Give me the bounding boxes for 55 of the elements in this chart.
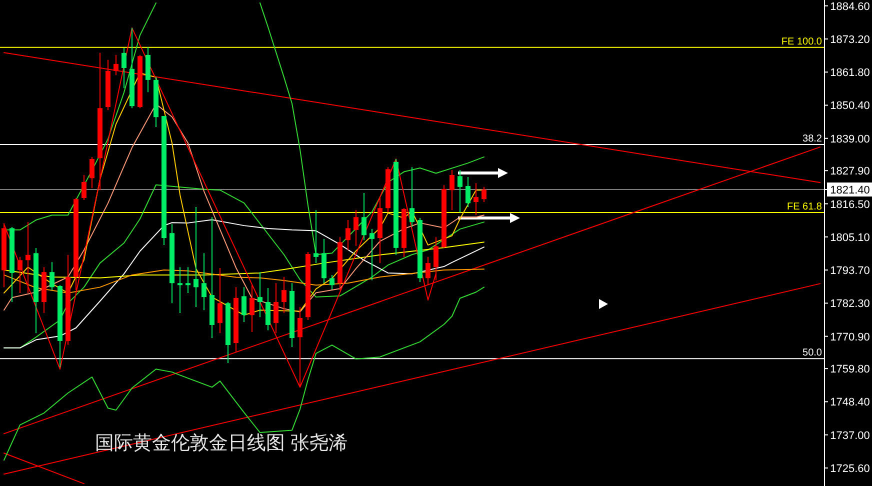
y-tick-label: 1861.80 xyxy=(830,67,870,80)
candlestick xyxy=(466,176,470,208)
ref-line-label: FE 61.8 xyxy=(786,201,822,212)
candlestick xyxy=(202,252,206,311)
y-tick-label: 1816.50 xyxy=(830,198,870,211)
candlestick xyxy=(242,286,246,323)
y-tick-label: 1759.80 xyxy=(830,364,870,376)
line-series xyxy=(4,219,484,348)
candlestick xyxy=(474,182,478,216)
y-tick-label: 1839.00 xyxy=(830,133,870,146)
candlestick xyxy=(186,266,190,294)
candlestick xyxy=(482,186,486,203)
y-tick-label: 1827.90 xyxy=(830,166,870,178)
candlestick xyxy=(274,282,278,334)
candlestick xyxy=(250,284,254,332)
y-tick-label: 1793.70 xyxy=(830,265,870,278)
line-series xyxy=(4,2,156,230)
ref-line-label: FE 100.0 xyxy=(781,36,822,48)
line-series xyxy=(260,2,484,256)
candlestick xyxy=(362,192,366,241)
y-tick-label: 1748.40 xyxy=(830,396,870,409)
candlestick xyxy=(82,174,86,200)
candlestick xyxy=(218,268,222,334)
candlestick xyxy=(50,262,54,291)
candlestick xyxy=(426,256,430,286)
candlestick xyxy=(330,274,334,290)
candlestick xyxy=(314,210,318,264)
candlestick xyxy=(26,222,30,294)
y-tick-label: 1850.40 xyxy=(830,100,870,112)
annotation: 50.0 xyxy=(802,348,822,359)
candlestick xyxy=(370,228,374,281)
line-series xyxy=(4,268,484,294)
candlestick xyxy=(122,47,126,89)
y-tick-label: 1805.10 xyxy=(830,232,870,244)
y-tick-label: 1737.00 xyxy=(830,430,870,442)
candlestick xyxy=(18,256,22,294)
candlestick xyxy=(266,288,270,331)
candlestick xyxy=(282,276,286,314)
y-tick-label: 1821.40 xyxy=(830,184,870,197)
line-series xyxy=(4,286,484,461)
candlestick xyxy=(354,210,358,246)
candlestick xyxy=(90,156,94,189)
candlestick xyxy=(178,266,182,314)
annotation: 38.2 xyxy=(802,133,822,144)
candlestick xyxy=(450,170,454,211)
candlestick xyxy=(458,170,462,213)
y-tick-label: 1873.20 xyxy=(830,34,870,46)
y-tick-label: 1725.60 xyxy=(830,462,870,475)
y-tick-label: 1884.60 xyxy=(830,0,870,13)
candlestick xyxy=(410,166,414,228)
y-tick-label: 1770.90 xyxy=(830,331,870,344)
candlestick xyxy=(346,220,350,250)
candlestick xyxy=(194,206,198,308)
y-tick-label: 1782.30 xyxy=(830,298,870,310)
candlestick xyxy=(258,272,262,318)
